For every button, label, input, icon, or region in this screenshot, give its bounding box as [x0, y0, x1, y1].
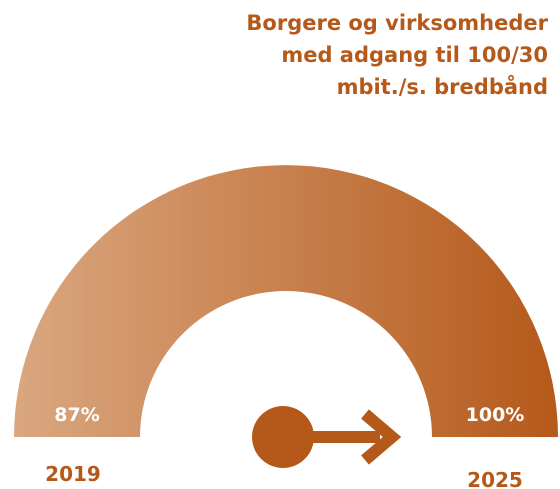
chart-title: med adgang til 100/30: [281, 43, 548, 67]
value-label: 100%: [466, 404, 525, 426]
chart-title: mbit./s. bredbånd: [337, 74, 548, 99]
year-label: 2019: [45, 462, 101, 486]
arrow-icon: [252, 406, 402, 468]
chart-title: Borgere og virksomheder: [246, 11, 548, 35]
value-label: 87%: [54, 404, 99, 426]
year-label: 2025: [467, 468, 523, 489]
gauge-arc: [14, 165, 558, 437]
